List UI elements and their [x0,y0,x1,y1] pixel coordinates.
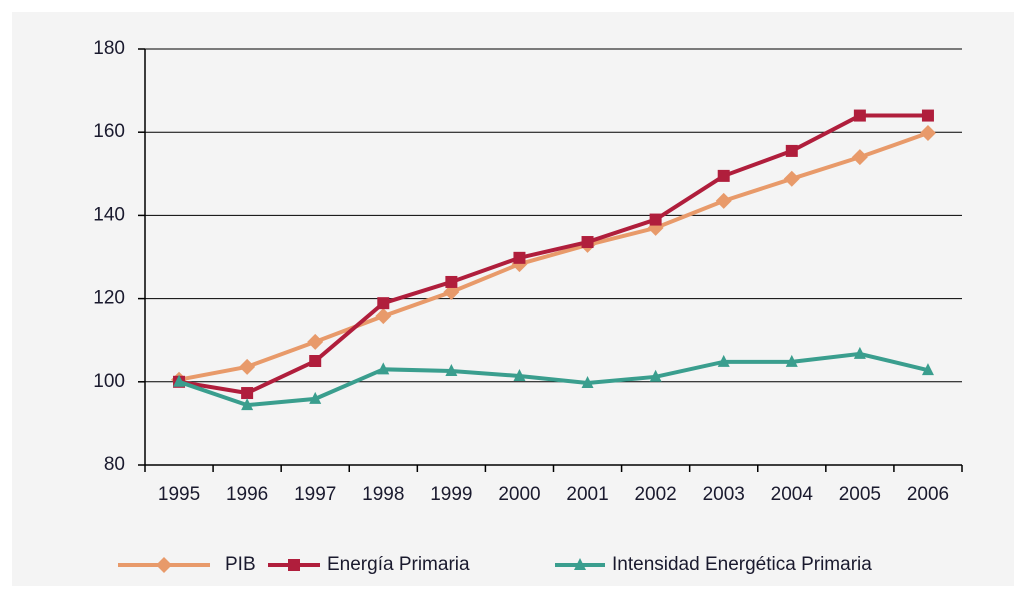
data-point [851,149,868,166]
data-point [649,213,662,226]
data-point [239,358,256,375]
data-point [581,236,594,249]
y-tick-label: 140 [93,204,125,225]
data-point [921,109,934,122]
data-point [921,363,934,376]
legend-marker [156,557,172,573]
data-point [717,169,730,182]
legend-label: PIB [225,554,256,575]
data-point [241,398,254,411]
data-point [649,369,662,382]
data-point [241,387,254,400]
data-point [785,354,798,367]
data-point [307,333,324,350]
x-tick-label: 2003 [703,484,745,505]
data-point [377,297,390,310]
data-point [173,374,186,387]
x-tick-label: 2000 [498,484,540,505]
x-tick-label: 2004 [771,484,814,505]
legend-label: Intensidad Energética Primaria [612,554,872,575]
data-point [581,376,594,389]
x-tick-label: 1999 [430,484,472,505]
x-tick-label: 1995 [158,484,200,505]
data-point [715,192,732,209]
data-point [919,125,936,142]
data-point [445,275,458,288]
data-point [513,251,526,264]
series-line [178,351,929,408]
x-tick-label: 1997 [294,484,336,505]
data-point [785,144,798,157]
x-tick-label: 2001 [566,484,608,505]
data-point [717,354,730,367]
x-tick-label: 1998 [362,484,404,505]
data-point [377,362,390,375]
y-tick-label: 160 [93,121,125,142]
legend-label: Energía Primaria [327,554,470,575]
data-point [309,355,322,367]
y-tick-label: 180 [93,38,125,59]
series-line [178,131,929,382]
data-point [853,109,866,122]
data-point [445,363,458,376]
data-point [853,346,866,359]
x-tick-label: 2002 [634,484,676,505]
x-tick-label: 1996 [226,484,268,505]
data-point [375,308,392,325]
data-point [513,368,526,381]
x-tick-label: 2006 [907,484,949,505]
legend-marker [574,558,586,570]
series-line [178,113,928,396]
legend-marker [288,559,300,571]
y-tick-label: 80 [104,454,125,475]
y-tick-label: 120 [93,288,125,309]
data-point [783,170,800,187]
data-point [309,391,322,404]
x-tick-label: 2005 [839,484,881,505]
y-tick-label: 100 [93,371,125,392]
